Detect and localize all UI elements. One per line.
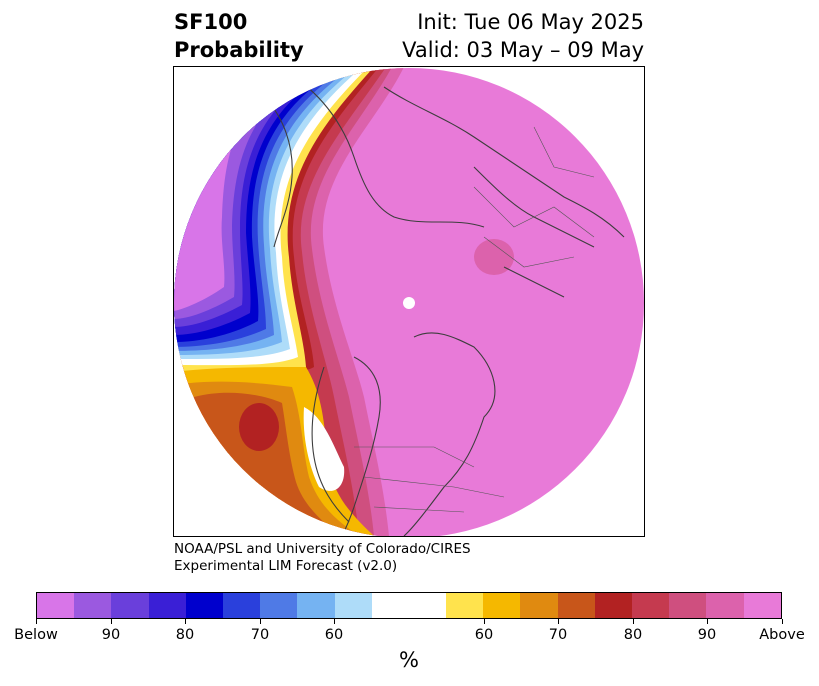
valid-dates: Valid: 03 May – 09 May bbox=[402, 38, 644, 62]
colorbar-tick-label: 90 bbox=[697, 627, 717, 643]
colorbar-segment bbox=[483, 593, 521, 618]
colorbar-segment bbox=[520, 593, 558, 618]
colorbar-tick-label: Above bbox=[759, 627, 805, 643]
colorbar-tick-mark bbox=[111, 619, 112, 624]
colorbar-segment bbox=[260, 593, 298, 618]
colorbar-tick-mark bbox=[484, 619, 485, 624]
colorbar-tick-label: 60 bbox=[324, 627, 344, 643]
colorbar-segment bbox=[669, 593, 707, 618]
colorbar-tick-mark bbox=[260, 619, 261, 624]
polar-map bbox=[173, 66, 645, 537]
map-dates: Init: Tue 06 May 2025 Valid: 03 May – 09… bbox=[402, 8, 644, 64]
colorbar-segment bbox=[706, 593, 744, 618]
credit-line-2: Experimental LIM Forecast (v2.0) bbox=[174, 558, 398, 574]
colorbar-segment bbox=[111, 593, 149, 618]
colorbar-tick-mark bbox=[782, 619, 783, 624]
colorbar-tick-mark bbox=[707, 619, 708, 624]
colorbar-segment bbox=[148, 593, 186, 618]
credit-line-1: NOAA/PSL and University of Colorado/CIRE… bbox=[174, 541, 471, 557]
init-date: Init: Tue 06 May 2025 bbox=[417, 10, 644, 34]
colorbar-segment bbox=[185, 593, 223, 618]
colorbar-segment bbox=[632, 593, 670, 618]
colorbar-tick-mark bbox=[36, 619, 37, 624]
colorbar bbox=[36, 592, 782, 619]
colorbar-segment bbox=[594, 593, 632, 618]
colorbar-segment bbox=[408, 593, 447, 618]
colorbar-segment bbox=[222, 593, 261, 618]
coastlines bbox=[263, 76, 625, 536]
colorbar-segment bbox=[371, 593, 409, 618]
colorbar-tick-mark bbox=[185, 619, 186, 624]
colorbar-segment bbox=[334, 593, 372, 618]
colorbar-segment bbox=[446, 593, 484, 618]
pole-marker bbox=[403, 297, 415, 309]
colorbar-segment bbox=[557, 593, 595, 618]
colorbar-segment bbox=[37, 593, 75, 618]
credit-text: NOAA/PSL and University of Colorado/CIRE… bbox=[174, 541, 471, 575]
colorbar-segment bbox=[743, 593, 781, 618]
colorbar-tick-label: 80 bbox=[175, 627, 195, 643]
colorbar-segment bbox=[297, 593, 335, 618]
colorbar-tick-label: 70 bbox=[548, 627, 568, 643]
colorbar-unit: % bbox=[399, 648, 419, 672]
colorbar-tick-label: 70 bbox=[250, 627, 270, 643]
colorbar-tick-mark bbox=[334, 619, 335, 624]
colorbar-segment bbox=[74, 593, 112, 618]
colorbar-tick-mark bbox=[633, 619, 634, 624]
colorbar-tick-label: Below bbox=[14, 627, 58, 643]
colorbar-tick-label: 60 bbox=[474, 627, 494, 643]
title-variable: SF100 bbox=[174, 10, 248, 34]
map-title: SF100 Probability bbox=[174, 8, 304, 64]
colorbar-tick-label: 80 bbox=[623, 627, 643, 643]
probability-map-svg bbox=[174, 67, 644, 536]
borders bbox=[354, 126, 595, 513]
colorbar-tick-label: 90 bbox=[101, 627, 121, 643]
title-metric: Probability bbox=[174, 38, 304, 62]
colorbar-tick-mark bbox=[558, 619, 559, 624]
